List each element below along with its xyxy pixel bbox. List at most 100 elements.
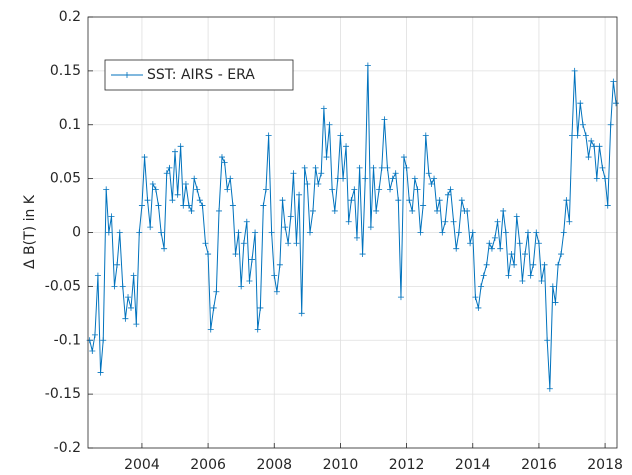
marker: [182, 181, 189, 188]
y-tick-label: 0.1: [59, 117, 81, 133]
marker: [216, 207, 223, 214]
marker: [400, 154, 407, 161]
marker: [425, 170, 432, 177]
marker: [351, 186, 358, 193]
marker: [397, 294, 404, 301]
marker: [282, 224, 289, 231]
marker: [588, 137, 595, 144]
marker: [392, 170, 399, 177]
y-tick-label: -0.15: [45, 386, 81, 402]
marker: [345, 218, 352, 225]
marker: [155, 202, 162, 209]
x-tick-label: 2010: [323, 457, 359, 473]
marker: [207, 326, 214, 333]
marker: [252, 229, 259, 236]
marker: [571, 67, 578, 74]
marker: [502, 229, 509, 236]
marker: [373, 207, 380, 214]
marker: [389, 175, 396, 182]
marker: [320, 105, 327, 112]
y-tick-label: 0.05: [50, 171, 81, 187]
marker: [125, 294, 132, 301]
marker: [235, 229, 242, 236]
marker: [353, 234, 360, 241]
marker: [287, 213, 294, 220]
marker: [105, 229, 112, 236]
y-tick-label: -0.2: [54, 440, 81, 456]
marker: [422, 132, 429, 139]
marker: [381, 116, 388, 123]
marker: [334, 175, 341, 182]
marker: [409, 207, 416, 214]
marker: [238, 283, 245, 290]
marker: [304, 181, 311, 188]
y-axis-label: Δ B(T) in K: [22, 194, 38, 269]
y-tick-label: 0.2: [59, 9, 81, 25]
marker: [455, 229, 462, 236]
marker: [309, 207, 316, 214]
marker: [254, 326, 261, 333]
marker: [464, 207, 471, 214]
marker: [152, 186, 159, 193]
y-tick-label: -0.1: [54, 332, 81, 348]
marker: [91, 331, 98, 338]
marker: [301, 164, 308, 171]
marker: [364, 62, 371, 69]
marker: [384, 164, 391, 171]
marker: [138, 202, 145, 209]
marker: [569, 132, 576, 139]
marker: [111, 283, 118, 290]
marker: [544, 337, 551, 344]
marker: [158, 229, 165, 236]
marker: [221, 159, 228, 166]
marker: [273, 288, 280, 295]
marker: [147, 224, 154, 231]
marker: [191, 175, 198, 182]
marker: [194, 186, 201, 193]
marker: [268, 229, 275, 236]
marker: [596, 143, 603, 150]
marker: [467, 240, 474, 247]
marker: [613, 100, 620, 107]
marker: [610, 78, 617, 85]
marker: [500, 207, 507, 214]
marker: [161, 245, 168, 252]
marker: [119, 283, 126, 290]
marker: [406, 197, 413, 204]
marker: [558, 251, 565, 258]
marker: [306, 229, 313, 236]
marker: [403, 164, 410, 171]
marker: [276, 261, 283, 268]
marker: [348, 197, 355, 204]
x-tick-label: 2012: [389, 457, 425, 473]
marker: [229, 202, 236, 209]
marker: [172, 148, 179, 155]
marker: [417, 229, 424, 236]
marker: [202, 240, 209, 247]
marker: [227, 175, 234, 182]
marker: [218, 154, 225, 161]
marker: [141, 154, 148, 161]
marker: [337, 132, 344, 139]
y-tick-label: -0.05: [45, 278, 81, 294]
marker: [488, 245, 495, 252]
marker: [180, 202, 187, 209]
marker: [458, 197, 465, 204]
marker: [340, 175, 347, 182]
marker: [128, 304, 135, 311]
marker: [511, 261, 518, 268]
marker: [331, 207, 338, 214]
marker: [387, 186, 394, 193]
marker: [114, 261, 121, 268]
marker: [546, 385, 553, 392]
marker: [411, 175, 418, 182]
marker: [475, 304, 482, 311]
marker: [188, 207, 195, 214]
marker: [577, 100, 584, 107]
marker: [326, 121, 333, 128]
marker: [472, 294, 479, 301]
marker: [508, 251, 515, 258]
marker: [519, 277, 526, 284]
marker: [144, 197, 151, 204]
marker: [585, 154, 592, 161]
